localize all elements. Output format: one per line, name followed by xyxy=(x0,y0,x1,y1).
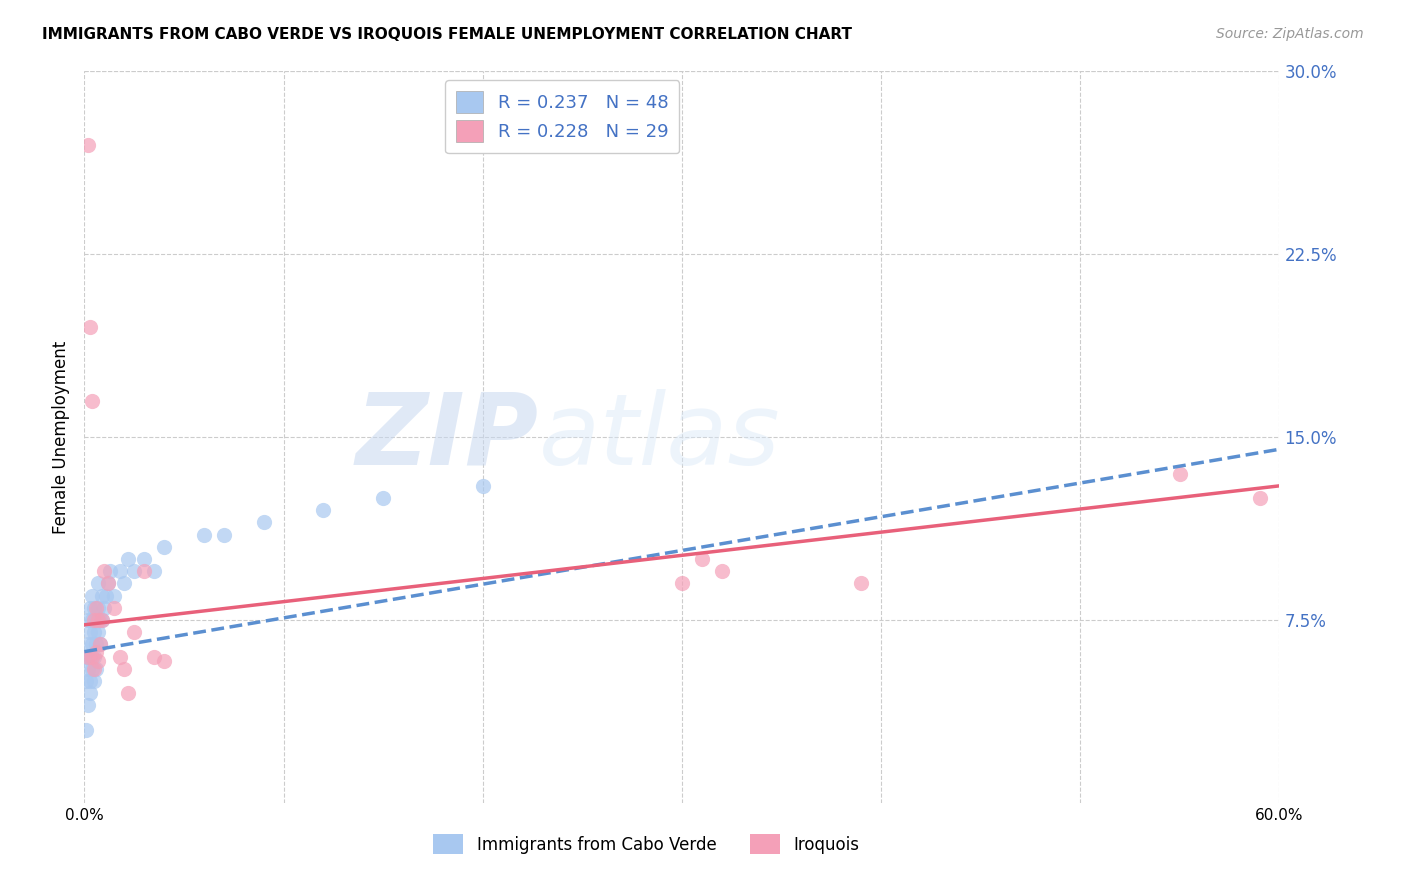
Point xyxy=(122,625,145,640)
Point xyxy=(671,576,693,591)
Point xyxy=(91,613,114,627)
Text: IMMIGRANTS FROM CABO VERDE VS IROQUOIS FEMALE UNEMPLOYMENT CORRELATION CHART: IMMIGRANTS FROM CABO VERDE VS IROQUOIS F… xyxy=(42,27,852,42)
Point xyxy=(83,649,105,664)
Point xyxy=(82,589,104,603)
Point xyxy=(1168,467,1191,481)
Point xyxy=(117,686,139,700)
Point xyxy=(79,686,101,700)
Point xyxy=(82,649,104,664)
Point xyxy=(83,662,105,676)
Point xyxy=(87,576,110,591)
Point xyxy=(103,600,125,615)
Point xyxy=(77,662,100,676)
Point xyxy=(83,613,105,627)
Point xyxy=(86,600,108,615)
Point xyxy=(91,613,114,627)
Point xyxy=(79,320,101,334)
Point xyxy=(112,662,135,676)
Point xyxy=(97,576,120,591)
Point xyxy=(117,552,139,566)
Point xyxy=(110,564,132,578)
Point xyxy=(87,654,110,668)
Point xyxy=(690,552,713,566)
Point xyxy=(93,600,115,615)
Text: ZIP: ZIP xyxy=(356,389,538,485)
Legend: Immigrants from Cabo Verde, Iroquois: Immigrants from Cabo Verde, Iroquois xyxy=(426,828,866,860)
Text: Source: ZipAtlas.com: Source: ZipAtlas.com xyxy=(1216,27,1364,41)
Point xyxy=(373,491,395,505)
Point xyxy=(86,662,108,676)
Point xyxy=(471,479,494,493)
Point xyxy=(143,649,166,664)
Point xyxy=(193,527,215,541)
Point xyxy=(83,673,105,688)
Point xyxy=(1249,491,1271,505)
Point xyxy=(79,600,101,615)
Point xyxy=(79,625,101,640)
Point xyxy=(122,564,145,578)
Point xyxy=(86,645,108,659)
Point xyxy=(75,649,97,664)
Point xyxy=(89,637,111,651)
Point xyxy=(312,503,335,517)
Point xyxy=(710,564,733,578)
Point xyxy=(103,589,125,603)
Point xyxy=(82,393,104,408)
Point xyxy=(132,564,156,578)
Point xyxy=(82,613,104,627)
Point xyxy=(851,576,873,591)
Point xyxy=(96,589,118,603)
Point xyxy=(112,576,135,591)
Point xyxy=(132,552,156,566)
Point xyxy=(86,637,108,651)
Point xyxy=(143,564,166,578)
Point xyxy=(87,625,110,640)
Point xyxy=(87,600,110,615)
Point xyxy=(153,654,176,668)
Point xyxy=(75,673,97,688)
Point xyxy=(89,613,111,627)
Point xyxy=(153,540,176,554)
Point xyxy=(77,613,100,627)
Point xyxy=(79,649,101,664)
Point xyxy=(77,649,100,664)
Point xyxy=(77,137,100,152)
Point xyxy=(75,723,97,737)
Point xyxy=(83,600,105,615)
Point xyxy=(77,698,100,713)
Point xyxy=(82,662,104,676)
Point xyxy=(79,673,101,688)
Point xyxy=(98,564,121,578)
Point xyxy=(110,649,132,664)
Point xyxy=(87,613,110,627)
Point xyxy=(77,637,100,651)
Point xyxy=(97,576,120,591)
Point xyxy=(89,637,111,651)
Text: atlas: atlas xyxy=(538,389,780,485)
Point xyxy=(212,527,235,541)
Y-axis label: Female Unemployment: Female Unemployment xyxy=(52,341,70,533)
Point xyxy=(253,516,276,530)
Point xyxy=(86,613,108,627)
Point xyxy=(91,589,114,603)
Point xyxy=(93,564,115,578)
Point xyxy=(82,637,104,651)
Point xyxy=(83,625,105,640)
